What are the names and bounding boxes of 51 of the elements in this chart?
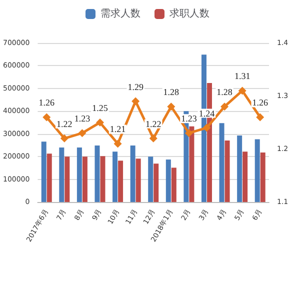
data-label: 1.28: [216, 87, 233, 98]
bar: [219, 123, 224, 202]
bar: [171, 168, 176, 202]
bar: [130, 145, 136, 202]
point: [167, 102, 176, 111]
bar: [118, 160, 124, 202]
legend-label: 求职人数: [170, 8, 210, 20]
point: [220, 102, 229, 111]
bar: [94, 145, 100, 202]
data-label: 1.31: [234, 71, 250, 82]
data-label: 1.29: [128, 82, 144, 92]
bar: [148, 156, 154, 202]
data-label: 1.23: [74, 114, 91, 124]
point: [60, 134, 68, 142]
bar: [224, 140, 230, 202]
data-label: 1.24: [198, 108, 216, 118]
bar: [64, 156, 70, 202]
point: [202, 124, 211, 132]
data-label: 1.26: [252, 98, 268, 108]
bar: [237, 135, 242, 202]
data-label: 1.23: [181, 114, 198, 124]
bar: [59, 147, 64, 202]
data-label: 1.21: [110, 124, 126, 134]
point: [132, 97, 140, 106]
point: [114, 140, 122, 148]
bar: [112, 152, 118, 202]
bar: [41, 142, 46, 202]
data-label: 1.28: [163, 87, 180, 98]
bar: [76, 147, 82, 202]
point: [184, 129, 193, 138]
bar: [254, 139, 260, 202]
data-label: 1.22: [145, 118, 162, 129]
data-label: 1.25: [92, 103, 108, 113]
data-label: 1.22: [56, 118, 72, 129]
point: [238, 86, 246, 95]
bar: [136, 158, 141, 202]
bar: [46, 154, 52, 202]
bar: [166, 160, 171, 202]
bar: [100, 156, 106, 202]
point: [42, 113, 51, 122]
point: [96, 118, 104, 126]
data-label: 1.26: [38, 98, 55, 108]
bar: [242, 152, 248, 202]
bar: [260, 152, 266, 202]
bar: [189, 126, 194, 202]
bar: [82, 156, 88, 202]
point: [149, 134, 158, 142]
point: [78, 129, 86, 138]
bar: [154, 164, 159, 202]
point: [256, 113, 264, 122]
legend-label: 需求人数: [100, 8, 140, 20]
